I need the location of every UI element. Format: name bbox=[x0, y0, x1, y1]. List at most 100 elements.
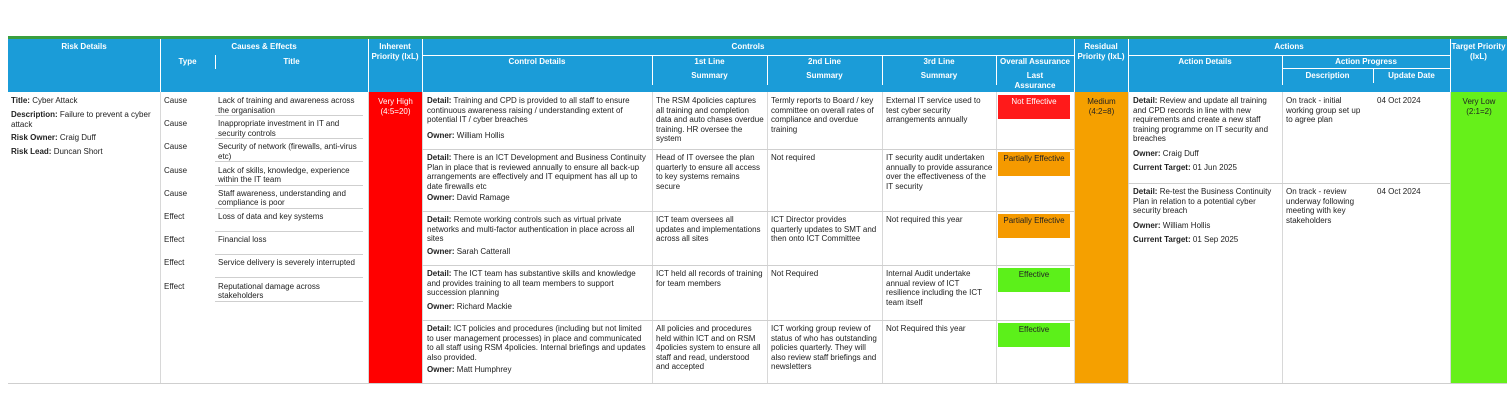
risk-field-label: Risk Lead: bbox=[11, 147, 52, 156]
cause-separator bbox=[215, 254, 363, 256]
cause-type: Effect bbox=[164, 258, 185, 268]
control-separator bbox=[422, 149, 1074, 150]
inherent-priority: Very High (4:5=20) bbox=[369, 92, 422, 383]
header-risk-details: Risk Details bbox=[61, 42, 107, 51]
third-line-summary: External IT service used to test cyber s… bbox=[886, 96, 981, 124]
header-controls: Controls bbox=[731, 42, 765, 51]
control-detail-value: Training and CPD is provided to all staf… bbox=[427, 96, 630, 124]
control-detail: Detail: ICT policies and procedures (inc… bbox=[427, 324, 649, 362]
column-line bbox=[368, 92, 369, 383]
header-action-details: Action Details bbox=[1178, 57, 1232, 66]
header-rule bbox=[1128, 55, 1450, 56]
action-owner: Owner: Craig Duff bbox=[1133, 149, 1279, 159]
header-separator bbox=[215, 55, 216, 69]
control-detail: Detail: There is an ICT Development and … bbox=[427, 153, 649, 191]
control-owner: Owner: Sarah Catterall bbox=[427, 247, 649, 257]
control-detail-value: The ICT team has substantive skills and … bbox=[427, 269, 636, 297]
header-summary: Summary bbox=[691, 71, 728, 80]
column-line bbox=[996, 92, 997, 383]
control-detail-label: Detail: bbox=[427, 215, 452, 224]
header-update-date: Update Date bbox=[1388, 71, 1435, 80]
cause-title: Service delivery is severely interrupted bbox=[218, 258, 355, 268]
header-causes-effects: Causes & Effects bbox=[231, 42, 297, 51]
third-line-summary: Not required this year bbox=[886, 215, 963, 224]
header-separator bbox=[1282, 55, 1283, 85]
action-target-label: Current Target: bbox=[1133, 163, 1191, 172]
cause-title: Inappropriate investment in IT and secur… bbox=[218, 119, 340, 138]
risk-field: Risk Lead: Duncan Short bbox=[11, 147, 157, 157]
cause-type: Cause bbox=[164, 142, 188, 152]
residual-priority: Medium (4:2=8) bbox=[1075, 92, 1128, 383]
control-owner-value: William Hollis bbox=[456, 131, 505, 140]
assurance-badge: Effective bbox=[998, 268, 1070, 292]
cause-title: Lack of skills, knowledge, experience wi… bbox=[218, 165, 350, 185]
risk-field: Risk Owner: Craig Duff bbox=[11, 133, 157, 143]
action-detail-label: Detail: bbox=[1133, 96, 1158, 105]
control-detail: Detail: Training and CPD is provided to … bbox=[427, 96, 649, 125]
action-owner-label: Owner: bbox=[1133, 220, 1161, 230]
control-separator bbox=[422, 320, 1074, 321]
second-line-summary: Termly reports to Board / key committee … bbox=[771, 96, 874, 134]
third-line-summary: Internal Audit undertake annual review o… bbox=[886, 269, 982, 307]
control-owner-label: Owner: bbox=[427, 365, 455, 374]
control-detail: Detail: Remote working controls such as … bbox=[427, 215, 649, 244]
column-line bbox=[1128, 92, 1129, 383]
header-description: Description bbox=[1305, 71, 1350, 80]
cause-type: Cause bbox=[164, 119, 188, 129]
cause-type: Cause bbox=[164, 96, 188, 105]
control-owner-label: Owner: bbox=[427, 193, 455, 202]
cause-separator bbox=[215, 161, 363, 163]
header-separator bbox=[882, 55, 883, 85]
cause-title: Financial loss bbox=[218, 235, 267, 245]
action-target: Current Target: 01 Jun 2025 bbox=[1133, 163, 1279, 173]
risk-field-value: Failure to prevent a cyber attack bbox=[11, 110, 151, 129]
column-line bbox=[160, 92, 161, 383]
control-owner-label: Owner: bbox=[427, 131, 455, 140]
action-detail: Detail: Review and update all training a… bbox=[1133, 96, 1279, 144]
cause-separator bbox=[215, 231, 363, 232]
action-detail: Detail: Re-test the Business Continuity … bbox=[1133, 187, 1279, 216]
control-owner-value: David Ramage bbox=[456, 193, 510, 202]
assurance-badge: Partially Effective bbox=[998, 152, 1070, 176]
header-first-line: 1st Line bbox=[694, 57, 725, 66]
header-third-line: 3rd Line bbox=[923, 57, 955, 66]
control-detail: Detail: The ICT team has substantive ski… bbox=[427, 269, 649, 298]
control-owner-label: Owner: bbox=[427, 302, 455, 311]
action-target: Current Target: 01 Sep 2025 bbox=[1133, 235, 1279, 245]
risk-field: Title: Cyber Attack bbox=[11, 96, 157, 106]
cause-separator bbox=[215, 207, 363, 209]
control-owner: Owner: Matt Humphrey bbox=[427, 365, 649, 375]
residual-priority-level: Medium bbox=[1087, 97, 1116, 106]
second-line-summary: Not Required bbox=[771, 269, 819, 278]
cause-title: Staff awareness, understanding and compl… bbox=[218, 188, 346, 208]
header-inherent: Inherent Priority (lxL) bbox=[371, 42, 419, 61]
first-line-summary: All policies and procedures held within … bbox=[656, 324, 761, 371]
control-owner: Owner: David Ramage bbox=[427, 193, 649, 203]
header-separator bbox=[422, 39, 423, 92]
first-line-summary: ICT held all records of training for tea… bbox=[656, 269, 763, 288]
cause-separator bbox=[215, 277, 363, 279]
action-owner: Owner: William Hollis bbox=[1133, 221, 1279, 231]
header-residual: Residual Priority (lxL) bbox=[1077, 42, 1125, 61]
control-owner-value: Sarah Catterall bbox=[456, 247, 511, 256]
risk-field-label: Description: bbox=[11, 110, 58, 119]
control-detail-label: Detail: bbox=[427, 153, 452, 162]
header-separator bbox=[996, 55, 997, 85]
header-separator bbox=[160, 39, 161, 92]
bottom-line bbox=[8, 383, 1507, 384]
cause-title: Loss of data and key systems bbox=[218, 212, 324, 221]
header-separator bbox=[652, 55, 653, 85]
column-line bbox=[1282, 92, 1283, 383]
cause-title: Lack of training and awareness across th… bbox=[218, 96, 355, 115]
action-date: 04 Oct 2024 bbox=[1377, 187, 1421, 196]
header-separator bbox=[1128, 39, 1129, 92]
second-line-summary: ICT Director provides quarterly updates … bbox=[771, 215, 877, 243]
action-date: 04 Oct 2024 bbox=[1377, 96, 1421, 105]
second-line-summary: ICT working group review of status of wh… bbox=[771, 324, 877, 371]
cause-type: Cause bbox=[164, 165, 188, 175]
control-owner-value: Matt Humphrey bbox=[456, 365, 512, 374]
header-overall-assurance: Overall Assurance bbox=[1000, 57, 1070, 66]
column-line bbox=[422, 92, 423, 383]
target-priority: Very Low (2:1=2) bbox=[1451, 92, 1507, 383]
action-detail-value: Re-test the Business Continuity Plan in … bbox=[1133, 187, 1272, 215]
